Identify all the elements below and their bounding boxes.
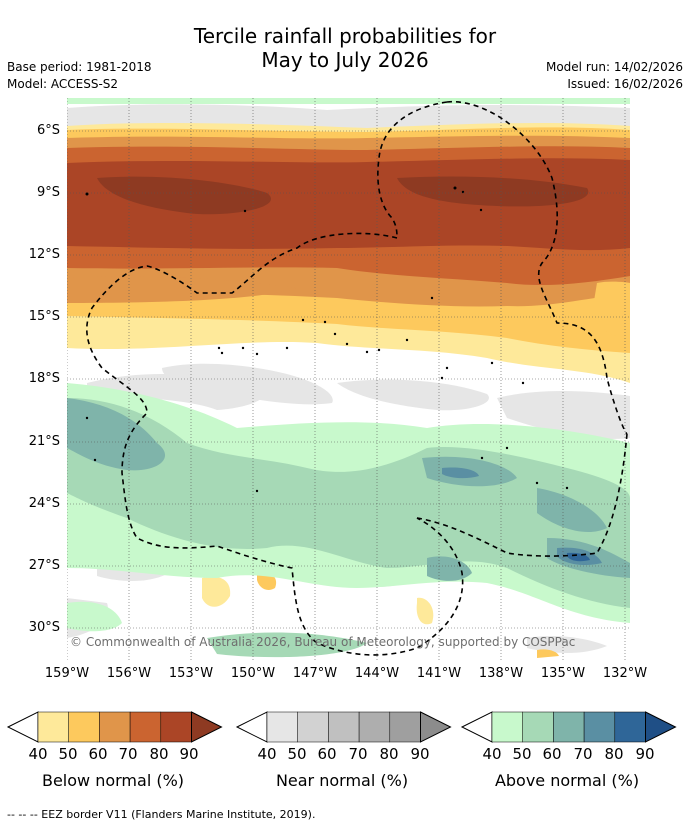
- colorbar-over-arrow: [420, 711, 452, 743]
- colorbar-under-arrow: [235, 711, 268, 743]
- lon-label: 144°W: [354, 666, 400, 681]
- tick-label: 60: [317, 745, 337, 763]
- colorbar-segment: [522, 711, 554, 743]
- colorbar-segment: [614, 711, 646, 743]
- lat-label: 9°S: [36, 185, 60, 200]
- lat-label: 12°S: [28, 247, 60, 262]
- lat-label: 21°S: [28, 434, 60, 449]
- tick-label: 90: [179, 745, 199, 763]
- lat-label: 18°S: [28, 371, 60, 386]
- colorbar-label-below: Below normal (%): [41, 771, 185, 790]
- colorbar-segment: [583, 711, 616, 743]
- tick-label: 90: [410, 745, 430, 763]
- eez-footnote: -- -- -- EEZ border V11 (Flanders Marine…: [7, 808, 316, 821]
- colorbar-segment: [389, 711, 421, 743]
- colorbar-segment: [129, 711, 162, 743]
- colorbar-segment: [328, 711, 360, 743]
- colorbar-over-arrow: [191, 711, 223, 743]
- title-line-1: Tercile rainfall probabilities for: [193, 24, 497, 48]
- lon-label: 138°W: [478, 666, 524, 681]
- lon-label: 141°W: [416, 666, 462, 681]
- lat-label: 6°S: [36, 123, 60, 138]
- issued-date: Issued: 16/02/2026: [567, 77, 683, 91]
- colorbar-segment: [68, 711, 100, 743]
- lat-label: 27°S: [28, 558, 60, 573]
- title-line-2: May to July 2026: [261, 48, 429, 72]
- lon-label: 156°W: [106, 666, 152, 681]
- graticule: [67, 98, 630, 661]
- colorbar-segment: [358, 711, 391, 743]
- lon-label: 150°W: [230, 666, 276, 681]
- lon-label: 147°W: [292, 666, 338, 681]
- islands: [85, 186, 569, 493]
- tick-label: 50: [512, 745, 532, 763]
- colorbar-segment: [266, 711, 298, 743]
- lat-label: 24°S: [28, 496, 60, 511]
- colorbar-above-normal: [460, 711, 677, 743]
- below-normal-shading: [67, 122, 630, 658]
- above-normal-shading: [67, 383, 630, 658]
- colorbar-label-near: Near normal (%): [275, 771, 409, 790]
- copyright-note: © Commonwealth of Australia 2026, Bureau…: [70, 635, 575, 649]
- tick-label: 70: [348, 745, 368, 763]
- tick-label: 70: [118, 745, 138, 763]
- colorbar-segment: [491, 711, 523, 743]
- colorbar-near-normal: [235, 711, 452, 743]
- tick-label: 40: [257, 745, 277, 763]
- model-info: Base period: 1981-2018 Model: ACCESS-S2: [7, 59, 152, 93]
- colorbar-legend: [6, 711, 677, 743]
- base-period: Base period: 1981-2018: [7, 60, 152, 74]
- tick-label: 90: [635, 745, 655, 763]
- lon-label: 159°W: [44, 666, 90, 681]
- tick-label: 70: [573, 745, 593, 763]
- tick-label: 50: [58, 745, 78, 763]
- lon-label: 153°W: [168, 666, 214, 681]
- colorbar-segment: [297, 711, 329, 743]
- lat-label: 30°S: [28, 620, 60, 635]
- model-name: Model: ACCESS-S2: [7, 77, 119, 91]
- tick-label: 40: [482, 745, 502, 763]
- tick-label: 60: [88, 745, 108, 763]
- colorbar-below-normal: [6, 711, 223, 743]
- model-run-date: Model run: 14/02/2026: [545, 60, 683, 74]
- colorbar-segment: [553, 711, 585, 743]
- map-title: Tercile rainfall probabilities for May t…: [0, 24, 690, 72]
- tick-label: 60: [542, 745, 562, 763]
- colorbar-over-arrow: [645, 711, 677, 743]
- colorbar-segment: [37, 711, 69, 743]
- run-info: Model run: 14/02/2026 Issued: 16/02/2026: [546, 59, 683, 93]
- probability-map: © Commonwealth of Australia 2026, Bureau…: [67, 98, 630, 661]
- tick-label: 80: [379, 745, 399, 763]
- tick-label: 50: [287, 745, 307, 763]
- tick-label: 80: [149, 745, 169, 763]
- colorbar-label-above: Above normal (%): [494, 771, 640, 790]
- colorbar-under-arrow: [460, 711, 493, 743]
- colorbar-segment: [99, 711, 131, 743]
- lat-label: 15°S: [28, 309, 60, 324]
- tick-label: 80: [604, 745, 624, 763]
- tick-label: 40: [28, 745, 48, 763]
- lon-label: 132°W: [602, 666, 648, 681]
- lon-label: 135°W: [540, 666, 586, 681]
- colorbar-segment: [160, 711, 192, 743]
- eez-borders: [86, 101, 628, 656]
- colorbar-under-arrow: [6, 711, 39, 743]
